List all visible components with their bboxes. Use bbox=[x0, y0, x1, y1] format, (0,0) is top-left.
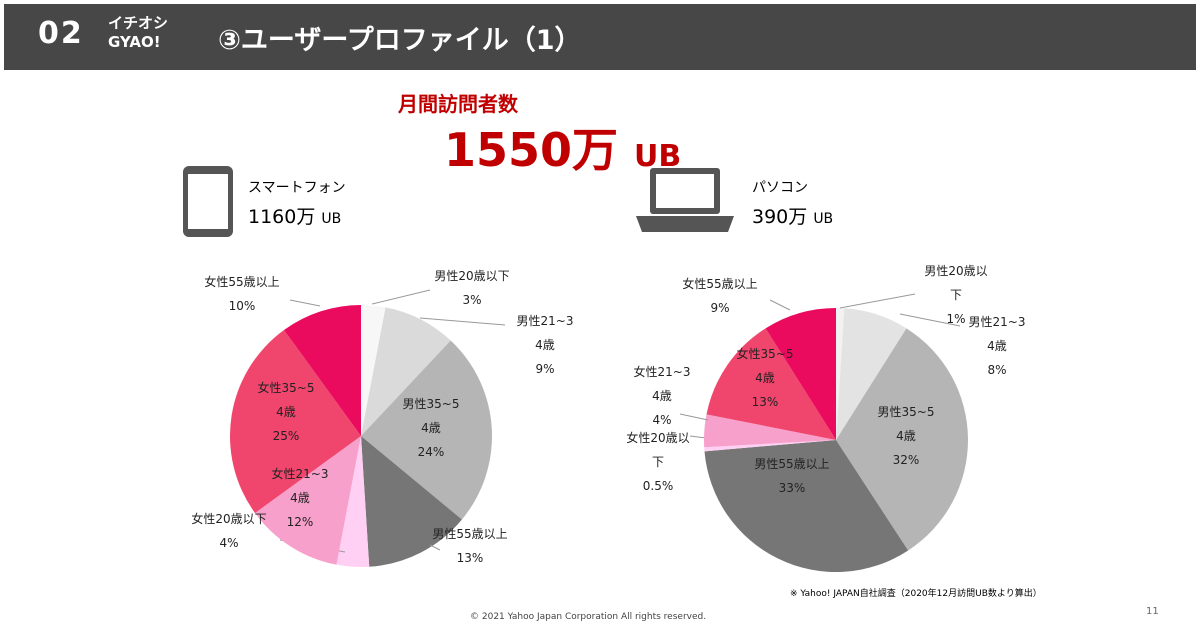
pie-slice bbox=[361, 307, 451, 436]
leader-line bbox=[689, 435, 707, 439]
device-unit: UB bbox=[813, 211, 834, 227]
leader-line bbox=[839, 293, 916, 309]
leader-line bbox=[419, 317, 506, 326]
slice-value: 32% bbox=[892, 453, 920, 467]
leader-line bbox=[429, 544, 441, 551]
slice-category: 女性35~54歳 bbox=[736, 347, 794, 385]
copyright: © 2021 Yahoo Japan Corporation All right… bbox=[470, 612, 707, 622]
pie-slice bbox=[255, 436, 361, 565]
pie-slice bbox=[704, 440, 909, 572]
leader-line bbox=[679, 413, 709, 421]
pie-slice bbox=[765, 308, 836, 440]
slice-label: 男性35~54歳 32% bbox=[875, 400, 937, 472]
slice-value: 0.5% bbox=[642, 479, 674, 493]
slide-title: ③ユーザープロファイル（1） bbox=[218, 25, 582, 56]
slice-category: 男性55歳以上 bbox=[432, 527, 508, 541]
brand-line: GYAO! bbox=[108, 33, 161, 51]
pie-slice bbox=[284, 305, 361, 436]
slice-label: 男性21~34歳 8% bbox=[966, 310, 1028, 382]
device-value: 390万 UB bbox=[752, 202, 833, 229]
slice-value: 13% bbox=[751, 395, 779, 409]
slice-category: 女性21~34歳 bbox=[633, 365, 691, 403]
pie-slice bbox=[361, 305, 386, 436]
page-number: 11 bbox=[1146, 606, 1159, 617]
slice-category: 女性55歳以上 bbox=[204, 275, 280, 289]
pie-slice bbox=[836, 308, 845, 440]
pie-slice bbox=[361, 436, 462, 567]
device-number: 390万 bbox=[752, 206, 808, 228]
slice-value: 24% bbox=[417, 445, 445, 459]
slice-category: 男性21~34歳 bbox=[968, 315, 1026, 353]
slice-label: 女性35~54歳 13% bbox=[734, 342, 796, 414]
footnote: ※ Yahoo! JAPAN自社調査（2020年12月訪問UB数より算出） bbox=[790, 589, 1042, 599]
slice-label: 男性20歳以下 3% bbox=[427, 264, 517, 312]
slice-label: 男性55歳以上 13% bbox=[425, 522, 515, 570]
pie-slice bbox=[361, 340, 492, 520]
laptop-base bbox=[636, 216, 734, 232]
slice-label: 女性21~34歳 4% bbox=[631, 360, 693, 432]
leader-line bbox=[289, 299, 321, 307]
device-number: 1160万 bbox=[248, 206, 316, 228]
slice-category: 男性55歳以上 bbox=[754, 457, 830, 471]
slice-category: 男性35~54歳 bbox=[877, 405, 935, 443]
device-name: スマートフォン bbox=[248, 180, 346, 196]
slice-category: 男性21~34歳 bbox=[516, 314, 574, 352]
slice-value: 9% bbox=[710, 301, 730, 315]
headline-number: 1550万 bbox=[444, 123, 619, 177]
slice-value: 10% bbox=[228, 299, 256, 313]
slice-label: 女性20歳以下 0.5% bbox=[623, 426, 693, 498]
pie-slice bbox=[836, 328, 968, 551]
slice-label: 女性55歳以上 10% bbox=[197, 270, 287, 318]
slice-label: 女性35~54歳 25% bbox=[255, 376, 317, 448]
slice-value: 13% bbox=[456, 551, 484, 565]
slice-label: 女性55歳以上 9% bbox=[675, 272, 765, 320]
brand: イチオシ GYAO! bbox=[108, 14, 168, 52]
device-unit: UB bbox=[321, 211, 342, 227]
leader-line bbox=[769, 299, 791, 311]
header-bar bbox=[4, 4, 1196, 70]
slice-label: 女性20歳以下 4% bbox=[184, 507, 274, 555]
section-number: 02 bbox=[38, 16, 84, 51]
slice-value: 1% bbox=[946, 312, 966, 326]
headline-label: 月間訪問者数 bbox=[398, 92, 518, 116]
pie-slice bbox=[704, 440, 836, 452]
slice-category: 女性21~34歳 bbox=[271, 467, 329, 505]
slice-value: 25% bbox=[272, 429, 300, 443]
slice-category: 男性35~54歳 bbox=[402, 397, 460, 435]
pie-slice bbox=[229, 330, 361, 513]
slice-label: 男性20歳以下 1% bbox=[921, 259, 991, 331]
phone-screen bbox=[188, 174, 228, 229]
leader-line bbox=[371, 289, 431, 305]
pie-slice bbox=[706, 328, 836, 440]
slice-value: 9% bbox=[535, 362, 555, 376]
slice-label: 女性21~34歳 12% bbox=[269, 462, 331, 534]
slice-label: 男性55歳以上 33% bbox=[747, 452, 837, 500]
slice-value: 3% bbox=[462, 293, 482, 307]
slice-category: 男性20歳以下 bbox=[434, 269, 510, 283]
slice-category: 女性20歳以下 bbox=[191, 512, 267, 526]
slice-label: 男性21~34歳 9% bbox=[514, 309, 576, 381]
slice-value: 4% bbox=[219, 536, 239, 550]
slice-value: 12% bbox=[286, 515, 314, 529]
slice-category: 女性20歳以下 bbox=[626, 431, 690, 469]
device-name: パソコン bbox=[752, 180, 808, 196]
brand-line: イチオシ bbox=[108, 14, 169, 32]
pie-slice bbox=[704, 414, 836, 448]
laptop-screen bbox=[656, 174, 714, 208]
slice-value: 8% bbox=[987, 363, 1007, 377]
slice-category: 男性20歳以下 bbox=[924, 264, 988, 302]
slice-value: 4% bbox=[652, 413, 672, 427]
pie-slice bbox=[336, 436, 370, 568]
device-value: 1160万 UB bbox=[248, 202, 341, 229]
leader-line bbox=[899, 313, 961, 327]
pie-slice bbox=[836, 308, 907, 440]
slice-category: 女性55歳以上 bbox=[682, 277, 758, 291]
slice-value: 33% bbox=[778, 481, 806, 495]
slice-label: 男性35~54歳 24% bbox=[400, 392, 462, 464]
slice-category: 女性35~54歳 bbox=[257, 381, 315, 419]
